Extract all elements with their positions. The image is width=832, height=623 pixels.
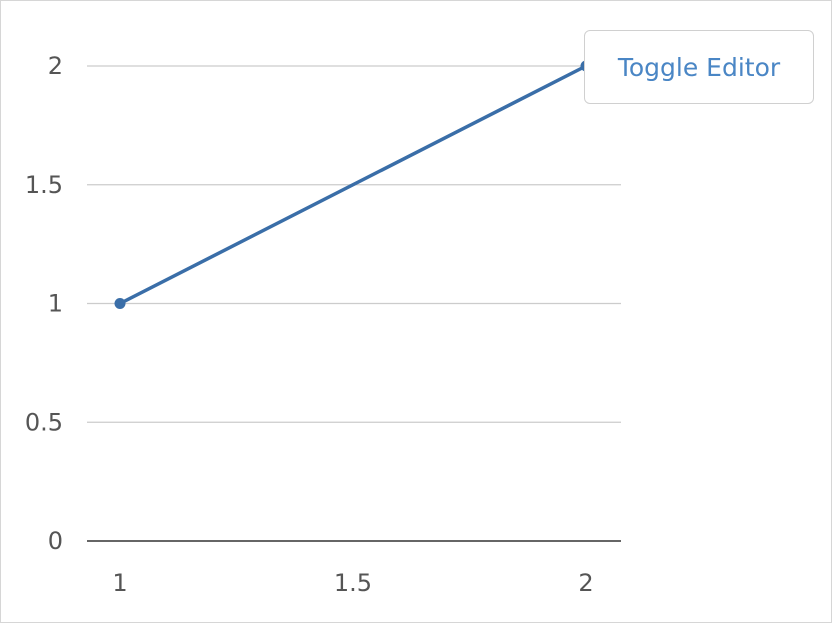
x-tick-label: 1: [112, 569, 127, 597]
y-tick-label: 0.5: [25, 408, 63, 436]
data-point[interactable]: [114, 298, 126, 309]
series-line-0: [118, 64, 588, 306]
y-tick-label: 1: [48, 290, 63, 318]
toggle-editor-label: Toggle Editor: [617, 52, 781, 82]
grid-lines: [87, 65, 621, 423]
y-tick-label: 1.5: [25, 171, 63, 199]
y-tick-label: 2: [48, 52, 63, 80]
toggle-editor-button[interactable]: Toggle Editor: [584, 30, 814, 104]
x-tick-label: 1.5: [334, 569, 372, 597]
tick-labels: 0 0.5 1 1.5 2 1 1.5 2: [25, 52, 594, 597]
y-tick-label: 0: [48, 527, 63, 555]
x-tick-label: 2: [578, 569, 593, 597]
